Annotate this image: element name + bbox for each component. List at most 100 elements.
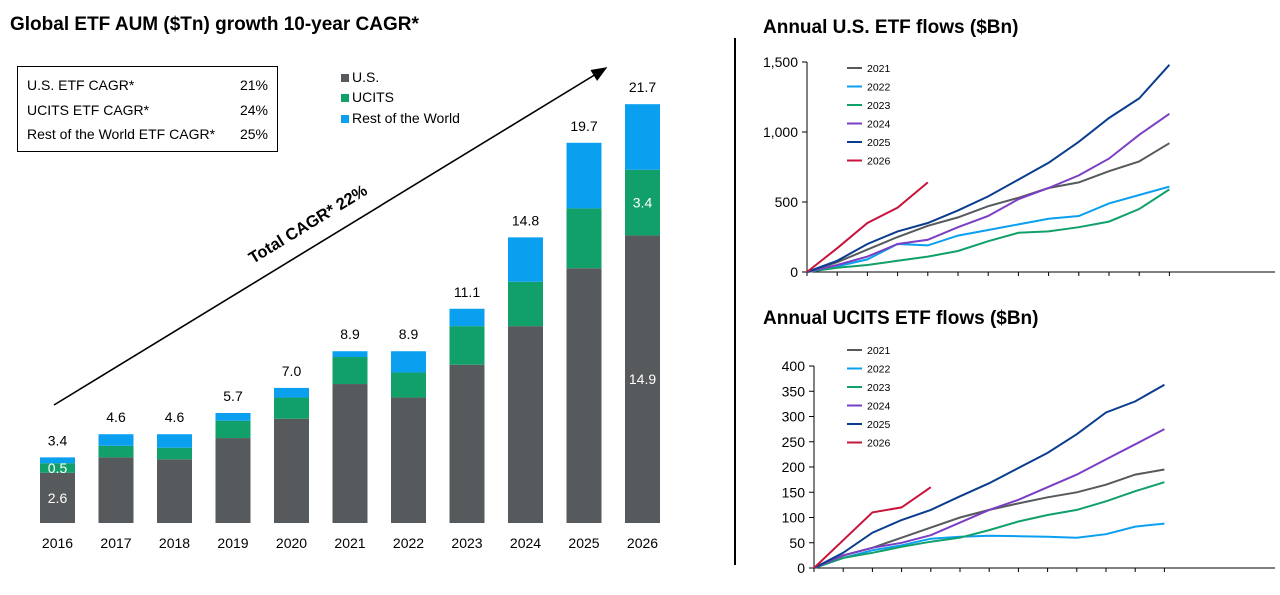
bar-segment-u-s-2023: [449, 364, 485, 523]
cagr-value: 24%: [239, 102, 268, 118]
y-tick-label: 250: [782, 434, 806, 450]
bar-segment-rest-of-the-world-2019: [215, 412, 251, 421]
legend-swatch-ucits: [341, 94, 349, 102]
x-tick-label: 2021: [334, 535, 365, 551]
legend-label-2026: 2026: [867, 438, 891, 450]
bar-segment-rest-of-the-world-2021: [332, 351, 368, 358]
bar-total-label: 11.1: [454, 284, 480, 300]
cagr-summary-box: U.S. ETF CAGR* 21% UCITS ETF CAGR* 24% R…: [17, 66, 278, 152]
legend-label-2022: 2022: [867, 82, 891, 94]
bar-segment-u-s-2018: [157, 459, 192, 523]
bar-segment-ucits-2024: [508, 281, 543, 327]
x-tick-label: 2022: [393, 535, 424, 551]
cagr-arrow: [53, 67, 608, 406]
cagr-label: UCITS ETF CAGR*: [27, 102, 150, 118]
series-line-2026: [813, 486, 932, 569]
bar-segment-ucits-2020: [274, 397, 309, 419]
cagr-label: Rest of the World ETF CAGR*: [27, 126, 216, 142]
cagr-row-ucits: UCITS ETF CAGR* 24%: [27, 102, 268, 122]
bar-segment-ucits-2021: [332, 357, 368, 385]
series-line-2022: [806, 185, 1170, 273]
bar-segment-u-s-2020: [274, 418, 309, 523]
series-line-2026: [806, 181, 929, 273]
y-tick-label: 50: [789, 535, 805, 551]
cagr-row-rest-of-world: Rest of the World ETF CAGR* 25%: [27, 126, 268, 146]
bar-segment-ucits-2018: [157, 447, 192, 460]
bar-total-label: 19.7: [570, 118, 597, 134]
y-tick-label: 100: [782, 510, 806, 526]
legend-label-2023: 2023: [867, 382, 891, 394]
legend-label-2026: 2026: [867, 156, 891, 168]
bar-segment-u-s-2017: [98, 457, 134, 523]
bar-segment-ucits-2023: [449, 326, 485, 365]
bar-segment-u-s-2016: [40, 472, 75, 523]
ucits-flows-line-chart: 0 50 100 150 200 250 300 350 400 2021 2022 2023 2024…: [782, 345, 1275, 576]
series-line-2023: [813, 481, 1165, 569]
bar-segment-rest-of-the-world-2018: [157, 434, 192, 448]
legend-swatch-rest-of-the-world: [341, 115, 349, 123]
x-tick-label: 2026: [627, 535, 658, 551]
bar-total-label: 5.7: [223, 388, 243, 404]
bar-segment-ucits-2019: [215, 420, 251, 439]
bar-segment-ucits-2026: [625, 169, 660, 236]
y-tick-label: 350: [782, 383, 806, 399]
bar-segment-ucits-2017: [98, 445, 134, 458]
legend-label-ucits: UCITS: [352, 89, 394, 105]
cagr-value: 21%: [239, 77, 268, 93]
legend-label-u-s: U.S.: [352, 69, 379, 85]
cagr-label: U.S. ETF CAGR*: [27, 77, 135, 93]
cagr-annotation: Total CAGR* 22%: [246, 181, 371, 267]
bar-segment-label: 3.4: [633, 195, 653, 211]
bar-total-label: 8.9: [340, 326, 360, 342]
bar-segment-rest-of-the-world-2024: [508, 237, 543, 282]
y-tick-label: 0: [797, 560, 805, 576]
bar-total-label: 4.6: [106, 409, 126, 425]
bar-total-label: 7.0: [282, 363, 302, 379]
legend-label-2025: 2025: [867, 137, 891, 149]
panel-divider: [734, 38, 736, 565]
x-tick-label: 2019: [217, 535, 248, 551]
legend-label-rest-of-the-world: Rest of the World: [352, 110, 460, 126]
legend-label-2022: 2022: [867, 364, 891, 376]
legend-label-2024: 2024: [867, 119, 891, 131]
y-tick-label: 0: [790, 264, 798, 280]
cagr-value: 25%: [239, 126, 268, 142]
series-line-2022: [813, 522, 1165, 569]
legend-label-2024: 2024: [867, 401, 891, 413]
series-line-2025: [813, 383, 1165, 569]
bar-segment-rest-of-the-world-2026: [625, 104, 660, 170]
y-tick-label: 150: [782, 484, 806, 500]
global-aum-bar-chart: Total CAGR* 22% U.S. UCITS Rest of the Worl…: [40, 67, 660, 551]
bar-segment-u-s-2019: [215, 438, 251, 523]
y-tick-label: 400: [782, 358, 806, 374]
y-tick-label: 200: [782, 459, 806, 475]
bar-segment-u-s-2024: [508, 326, 543, 523]
legend-label-2021: 2021: [867, 63, 891, 75]
bar-segment-rest-of-the-world-2020: [274, 387, 309, 398]
cagr-row-us: U.S. ETF CAGR* 21%: [27, 77, 268, 97]
x-tick-label: 2025: [568, 535, 599, 551]
bar-segment-label: 2.6: [48, 490, 68, 506]
bar-total-label: 14.8: [512, 212, 539, 228]
series-line-2021: [806, 142, 1170, 273]
series-line-2024: [813, 428, 1165, 569]
series-line-2023: [806, 188, 1170, 273]
y-tick-label: 1,000: [763, 124, 798, 140]
legend-label-2025: 2025: [867, 419, 891, 431]
x-tick-label: 2018: [159, 535, 190, 551]
bar-total-label: 21.7: [629, 79, 656, 95]
bar-segment-label: 0.5: [48, 460, 68, 476]
legend-label-2021: 2021: [867, 345, 891, 357]
series-line-2024: [806, 112, 1170, 273]
bar-segment-u-s-2022: [391, 397, 426, 523]
legend-label-2023: 2023: [867, 100, 891, 112]
bar-total-label: 8.9: [399, 326, 419, 342]
bar-segment-label: 14.9: [629, 371, 656, 387]
x-tick-label: 2016: [42, 535, 73, 551]
bar-total-label: 3.4: [48, 432, 68, 448]
bar-segment-rest-of-the-world-2017: [98, 434, 134, 446]
y-tick-label: 300: [782, 409, 806, 425]
bar-segment-u-s-2021: [332, 384, 368, 523]
bar-segment-u-s-2026: [625, 235, 660, 523]
bar-segment-rest-of-the-world-2023: [449, 308, 485, 327]
